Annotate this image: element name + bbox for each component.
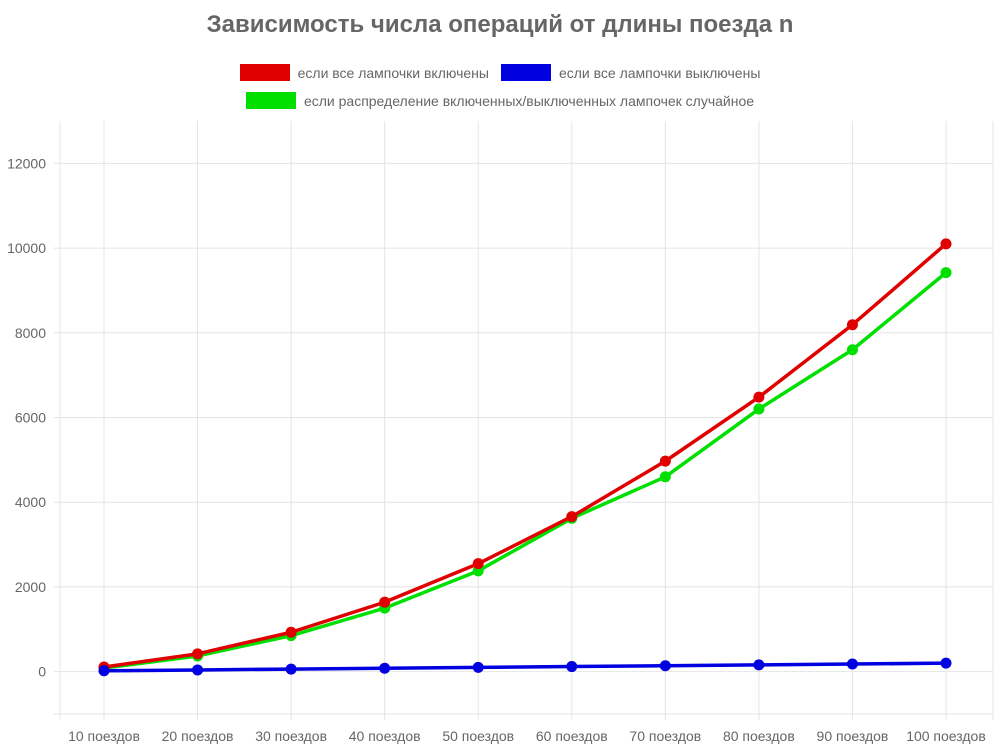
data-point[interactable] <box>659 455 671 467</box>
data-point[interactable] <box>846 319 858 331</box>
grid <box>54 121 994 720</box>
x-tick-label: 30 поездов <box>255 728 327 744</box>
x-tick-label: 80 поездов <box>723 728 795 744</box>
data-point[interactable] <box>472 558 484 570</box>
data-point[interactable] <box>285 626 297 638</box>
x-tick-label: 20 поездов <box>162 728 234 744</box>
data-point[interactable] <box>940 267 952 279</box>
data-point[interactable] <box>753 659 765 671</box>
series-1 <box>98 657 952 677</box>
x-tick-label: 100 поездов <box>906 728 986 744</box>
legend-item-random[interactable]: если распределение включенных/выключенны… <box>245 92 755 109</box>
data-point[interactable] <box>566 661 578 673</box>
series-2 <box>98 267 952 674</box>
legend-swatch-all-on <box>239 64 290 81</box>
x-tick-label: 90 поездов <box>817 728 889 744</box>
data-point[interactable] <box>659 660 671 672</box>
y-tick-label: 8000 <box>15 325 46 341</box>
y-tick-label: 12000 <box>7 155 46 171</box>
data-point[interactable] <box>846 658 858 670</box>
data-point[interactable] <box>98 665 110 677</box>
data-point[interactable] <box>472 661 484 673</box>
y-tick-label: 10000 <box>7 240 46 256</box>
data-point[interactable] <box>659 471 671 483</box>
y-axis-ticks: 0 2000 4000 6000 8000 10000 12000 <box>7 155 46 679</box>
legend-label-all-off: если все лампочки выключены <box>558 64 761 81</box>
x-tick-label: 10 поездов <box>68 728 140 744</box>
y-tick-label: 6000 <box>15 410 46 426</box>
legend-swatch-random <box>245 92 296 109</box>
legend-label-all-on: если все лампочки включены <box>297 64 489 81</box>
legend: если все лампочки включены если все ламп… <box>0 64 1000 81</box>
data-point[interactable] <box>940 238 952 250</box>
series-line <box>103 271 948 670</box>
data-point[interactable] <box>285 663 297 675</box>
series-0 <box>98 238 952 673</box>
data-point[interactable] <box>940 657 952 669</box>
data-point[interactable] <box>379 596 391 608</box>
legend-item-all-off[interactable]: если все лампочки выключены <box>500 64 761 81</box>
chart-title: Зависимость числа операций от длины поез… <box>206 11 794 38</box>
legend-item-all-on[interactable]: если все лампочки включены <box>239 64 489 81</box>
y-tick-label: 2000 <box>15 579 46 595</box>
series-line <box>103 661 947 673</box>
x-tick-label: 60 поездов <box>536 728 608 744</box>
y-tick-label: 0 <box>38 664 46 680</box>
legend-label-random: если распределение включенных/выключенны… <box>303 92 755 109</box>
data-point[interactable] <box>379 662 391 674</box>
legend-second-row: если распределение включенных/выключенны… <box>0 92 1000 109</box>
data-point[interactable] <box>566 511 578 523</box>
series-line <box>103 242 948 669</box>
legend-swatch-all-off <box>500 64 551 81</box>
data-point[interactable] <box>753 403 765 415</box>
x-tick-label: 50 поездов <box>442 728 514 744</box>
data-point[interactable] <box>846 344 858 356</box>
y-tick-label: 4000 <box>15 494 46 510</box>
data-point[interactable] <box>192 664 204 676</box>
series-lines <box>98 238 952 677</box>
x-tick-label: 70 поездов <box>629 728 701 744</box>
data-point[interactable] <box>753 391 765 403</box>
data-point[interactable] <box>192 648 204 660</box>
x-tick-label: 40 поездов <box>349 728 421 744</box>
x-axis-ticks: 10 поездов 20 поездов 30 поездов 40 поездов… <box>68 728 986 744</box>
